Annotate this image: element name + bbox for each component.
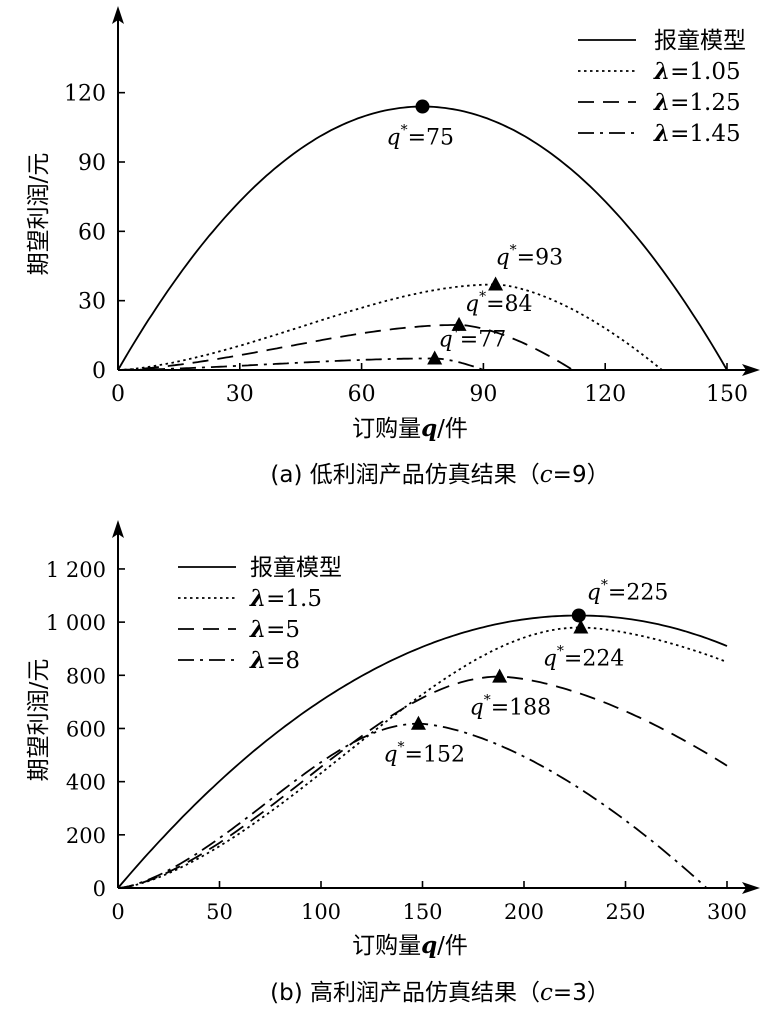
y-axis-arrow [112, 520, 124, 538]
x-tick-label: 30 [226, 382, 254, 407]
legend-label-2: λ=1.5 [249, 585, 322, 612]
chart-panel-b: 0 50 100 150 200 250 300 0 200 400 600 800 1 000 1 20… [26, 520, 760, 1006]
optimum-label: q*=93 [496, 242, 564, 270]
y-tick-label: 800 [66, 664, 106, 688]
y-tick-label: 1 000 [46, 611, 106, 635]
optimum-marker-triangle [492, 668, 508, 683]
x-tick-label: 120 [584, 382, 626, 407]
optimum-label: q*=152 [383, 740, 465, 768]
x-axis-arrow [742, 364, 760, 376]
y-tick-label: 400 [66, 771, 106, 795]
x-tick-label: 150 [706, 382, 748, 407]
chart-caption: (b) 高利润产品仿真结果（c=3） [270, 980, 610, 1006]
x-tick-label: 300 [707, 900, 747, 924]
legend-label-3: λ=1.25 [653, 89, 741, 116]
optimum-marker-triangle [410, 715, 426, 730]
y-tick-label: 60 [78, 220, 106, 245]
x-tick-label: 50 [206, 900, 233, 924]
x-tick-label: 100 [301, 900, 341, 924]
optimum-label: q*=225 [587, 577, 669, 605]
y-tick-label: 0 [92, 359, 106, 384]
y-tick-label: 120 [64, 82, 106, 107]
optimum-marker-circle [415, 99, 430, 114]
optimum-marker-circle [571, 608, 586, 623]
series-line-3 [117, 323, 574, 371]
x-axis-label: 订购量q/件 [352, 932, 468, 959]
x-tick-label: 90 [469, 382, 497, 407]
legend-label-2: λ=1.05 [653, 58, 741, 85]
series-line-3 [117, 675, 728, 889]
y-axis-arrow [112, 6, 124, 24]
optimum-marker-triangle [427, 350, 443, 365]
y-tick-label: 200 [66, 824, 106, 848]
x-tick-label: 0 [111, 382, 125, 407]
optimum-label: q*=84 [465, 289, 533, 317]
optimum-label: q*=75 [387, 123, 455, 151]
y-tick-label: 30 [78, 290, 106, 315]
x-tick-label: 60 [348, 382, 376, 407]
x-axis-label: 订购量q/件 [352, 415, 468, 442]
y-tick-label: 1 200 [46, 558, 106, 582]
series-line-2 [117, 283, 663, 371]
legend-label-4: λ=1.45 [653, 120, 741, 147]
y-axis-label: 期望利润/元 [26, 659, 52, 782]
x-tick-label: 200 [504, 900, 544, 924]
y-axis-label: 期望利润/元 [26, 153, 52, 276]
series-line-4 [117, 722, 708, 889]
optimum-marker-triangle [573, 619, 589, 634]
y-tick-label: 600 [66, 717, 106, 741]
legend-label-3: λ=5 [249, 616, 300, 643]
optimum-label: q*=188 [470, 693, 552, 721]
x-tick-label: 0 [111, 900, 124, 924]
legend-label-1: 报童模型 [250, 555, 342, 581]
legend-label-4: λ=8 [249, 647, 300, 674]
optimum-label: q*=224 [543, 643, 625, 671]
x-axis-arrow [742, 882, 760, 894]
optimum-marker-triangle [451, 316, 467, 331]
x-tick-label: 150 [402, 900, 442, 924]
optimum-label: q*=77 [439, 324, 507, 352]
y-tick-label: 0 [93, 877, 106, 901]
series-line-1 [117, 614, 728, 889]
chart-caption: (a) 低利润产品仿真结果（c=9） [270, 462, 609, 488]
series-line-2 [117, 626, 728, 889]
x-tick-label: 250 [605, 900, 645, 924]
legend-label-1: 报童模型 [654, 28, 746, 54]
y-tick-label: 90 [78, 151, 106, 176]
optimum-marker-triangle [488, 276, 504, 291]
